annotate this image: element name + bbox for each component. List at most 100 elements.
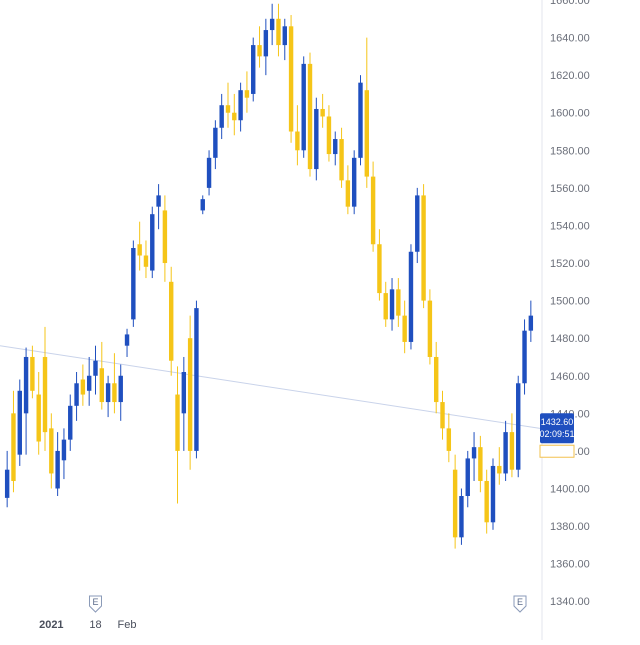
candle-body: [269, 18, 275, 31]
time-tick-label: 2021: [39, 619, 63, 631]
candle-body: [17, 390, 22, 455]
candle-body: [257, 45, 262, 57]
candle-body: [408, 251, 414, 342]
candle-body: [86, 375, 92, 391]
candle-body: [333, 139, 338, 155]
candle-body: [522, 330, 527, 384]
event-marker-label: E: [92, 597, 98, 607]
candle-body: [370, 176, 376, 245]
candle-body: [301, 63, 306, 151]
price-tick-label: 1380.00: [550, 521, 590, 533]
candle-body: [194, 308, 199, 451]
candle-body: [377, 244, 382, 294]
candle-body: [459, 496, 464, 538]
price-tick-label: 1580.00: [550, 145, 590, 157]
countdown-box: [539, 444, 575, 458]
candle-body: [61, 439, 67, 461]
candle-body: [112, 383, 117, 403]
guide-line: [0, 345, 541, 429]
candle-body: [131, 248, 136, 320]
candle-body: [421, 195, 426, 301]
candle-body: [232, 112, 237, 121]
candle-body: [263, 30, 269, 57]
candle-body: [49, 428, 54, 474]
candle-body: [4, 469, 10, 498]
candle-body: [244, 90, 250, 98]
candle-body: [80, 379, 86, 395]
candle-body: [105, 383, 111, 403]
candle-body: [509, 432, 515, 470]
candle-body: [93, 360, 98, 376]
price-tick-label: 1620.00: [550, 70, 590, 82]
candle-body: [150, 214, 155, 271]
price-tick-label: 1360.00: [550, 559, 590, 571]
candle-body: [168, 281, 174, 361]
price-tick-label: 1480.00: [550, 333, 590, 345]
candle-body: [187, 338, 193, 451]
candle-body: [99, 368, 105, 403]
candle-body: [143, 255, 149, 267]
candle-body: [175, 394, 180, 451]
time-tick-label: 18: [89, 619, 101, 631]
candle-body: [465, 458, 470, 496]
candle-body: [339, 139, 344, 181]
candle-body: [225, 105, 231, 113]
candle-body: [68, 405, 73, 440]
price-tick-label: 1460.00: [550, 371, 590, 383]
candle-body: [200, 199, 205, 211]
price-tick-label: 1520.00: [550, 258, 590, 270]
candle-body: [326, 116, 332, 155]
candle-body: [251, 45, 256, 94]
candle-body: [433, 356, 439, 403]
candle-body: [351, 157, 357, 207]
candle-body: [23, 356, 29, 414]
candle-body: [484, 480, 489, 523]
candle-body: [213, 127, 218, 158]
candle-body: [181, 372, 187, 414]
event-marker-icon: [513, 595, 527, 613]
candle-body: [402, 315, 407, 342]
candle-body: [162, 210, 168, 264]
price-tick-label: 1540.00: [550, 220, 590, 232]
price-axis: 1340.001360.001380.001400.001420.001440.…: [541, 0, 590, 640]
countdown-label: 02:09:51: [539, 429, 574, 439]
candle-body: [276, 18, 281, 46]
candle-body: [156, 195, 161, 207]
candle-body: [295, 131, 300, 151]
candle-body: [314, 108, 319, 170]
price-tick-label: 1560.00: [550, 183, 590, 195]
candle-body: [440, 402, 445, 429]
candle-body: [320, 108, 325, 117]
price-tick-label: 1660.00: [550, 0, 590, 7]
price-tick-label: 1400.00: [550, 483, 590, 495]
candle-body: [383, 293, 388, 320]
plot-area: [0, 3, 541, 549]
last-price-tag: [540, 413, 574, 444]
candle-body: [446, 428, 452, 451]
candle-body: [36, 394, 41, 442]
candle-body: [478, 447, 483, 481]
candle-body: [219, 105, 224, 128]
candle-body: [358, 82, 363, 158]
candle-body: [42, 356, 48, 433]
candle-body: [288, 26, 294, 132]
last-price-label: 1432.60: [541, 417, 574, 427]
candle-body: [124, 334, 130, 346]
candle-body: [497, 465, 502, 474]
candle-body: [30, 356, 35, 391]
price-tick-label: 1640.00: [550, 33, 590, 45]
candle-body: [490, 465, 496, 523]
candle-body: [137, 244, 142, 256]
candle-body: [427, 300, 433, 357]
candle-body: [118, 375, 123, 403]
price-tick-label: 1340.00: [550, 596, 590, 608]
candle-body: [396, 289, 401, 316]
candle-body: [282, 26, 287, 46]
candle-body: [364, 90, 370, 177]
candle-body: [206, 157, 212, 188]
event-marker-icon: [88, 595, 102, 613]
candle-body: [528, 315, 534, 331]
candle-body: [516, 383, 521, 470]
